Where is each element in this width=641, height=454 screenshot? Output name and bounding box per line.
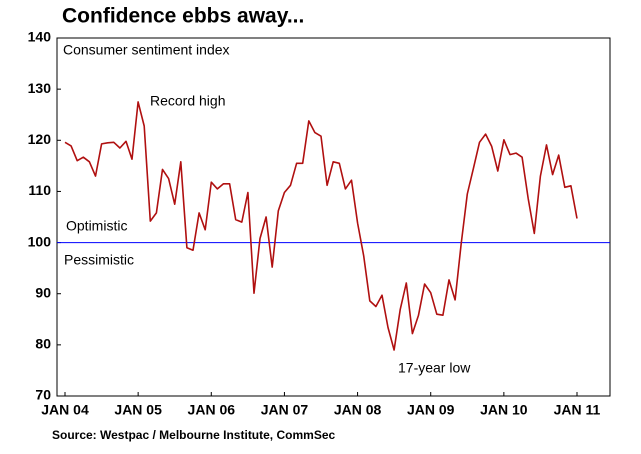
data-line: [64, 101, 578, 351]
x-tick-label: JAN 10: [480, 402, 528, 418]
annotation: Pessimistic: [64, 252, 134, 268]
x-tick-label: JAN 05: [114, 402, 162, 418]
plot-frame: [56, 37, 611, 397]
x-tick-label: JAN 07: [261, 402, 309, 418]
annotation: Record high: [150, 93, 226, 109]
chart-title: Confidence ebbs away...: [62, 5, 304, 28]
y-axis-label: Consumer sentiment index: [63, 42, 230, 58]
y-tick-label: 100: [28, 233, 52, 249]
y-tick-label: 110: [28, 182, 51, 198]
y-tick-label: 120: [28, 131, 52, 147]
y-tick-label: 140: [28, 29, 52, 45]
x-tick-label: JAN 11: [554, 402, 601, 418]
y-tick-label: 80: [35, 336, 51, 352]
x-tick-label: JAN 08: [334, 402, 382, 418]
annotation: Optimistic: [66, 218, 127, 234]
x-tick-label: JAN 04: [41, 402, 89, 418]
x-tick-label: JAN 06: [188, 402, 236, 418]
y-tick-label: 90: [35, 284, 51, 300]
y-tick-label: 130: [28, 80, 52, 96]
annotation: 17-year low: [398, 360, 471, 376]
source: Source: Westpac / Melbourne Institute, C…: [52, 428, 335, 442]
x-tick-label: JAN 09: [407, 402, 455, 418]
y-tick-label: 70: [35, 387, 51, 403]
